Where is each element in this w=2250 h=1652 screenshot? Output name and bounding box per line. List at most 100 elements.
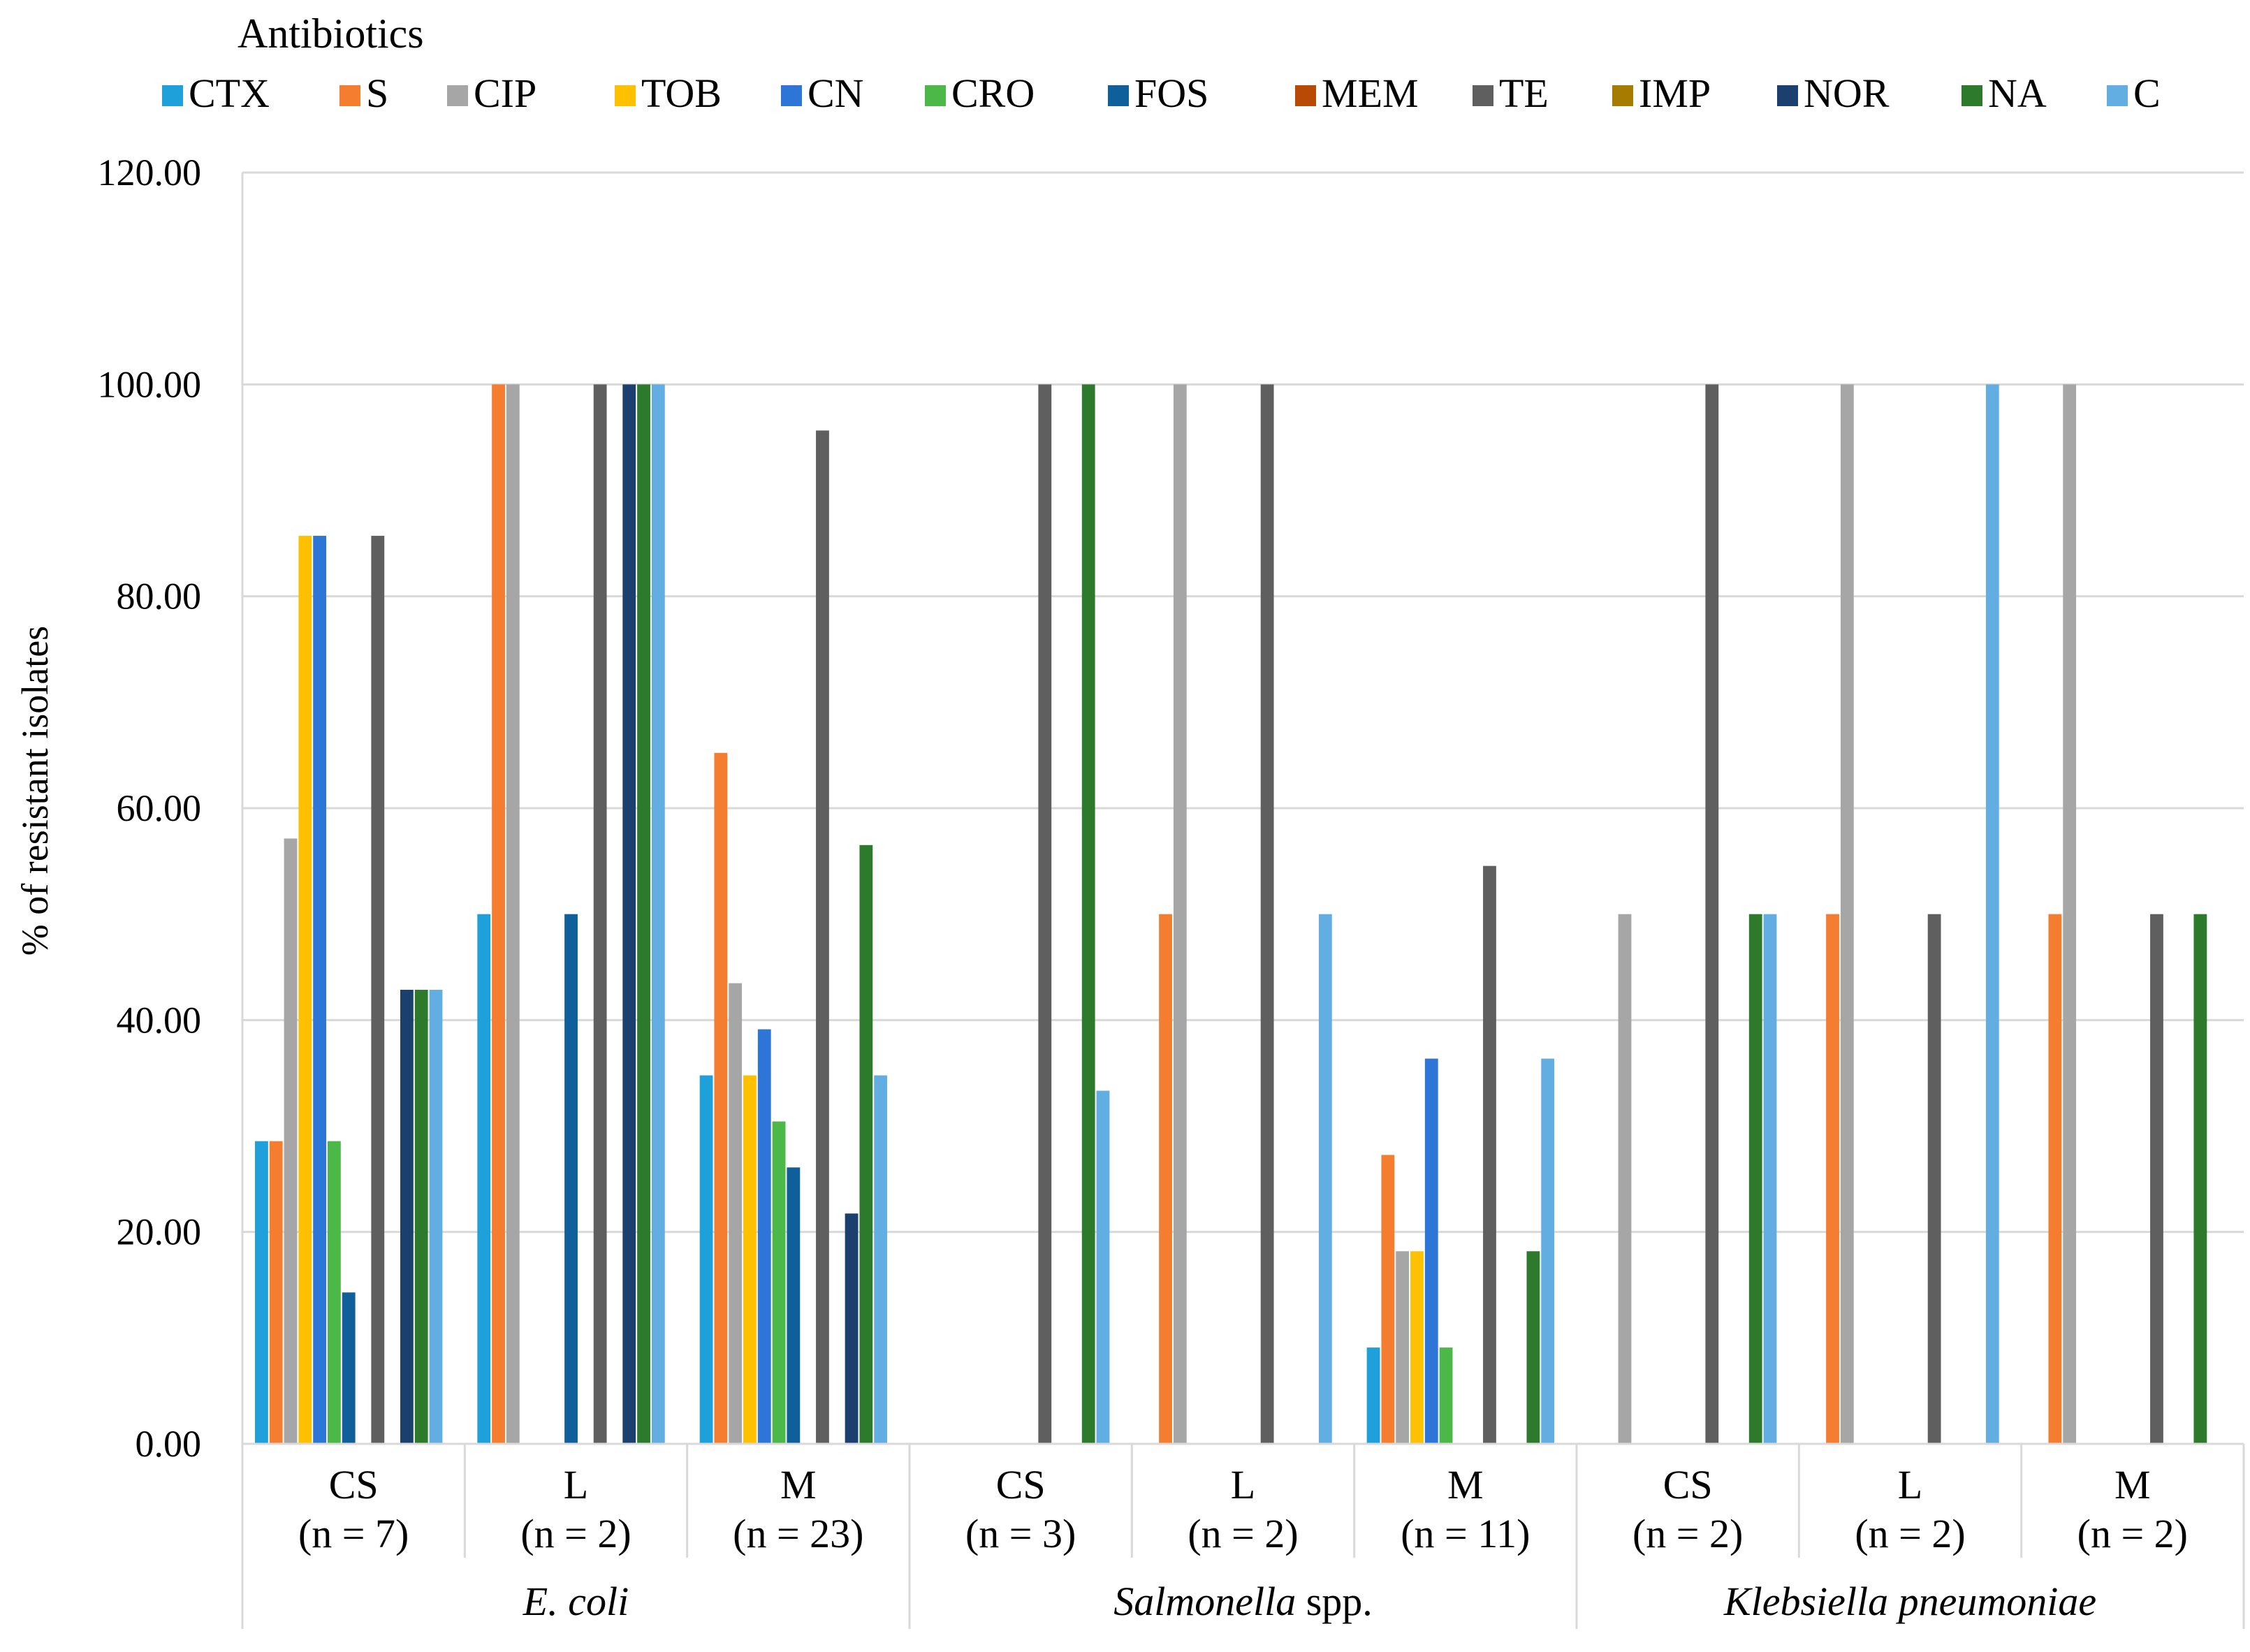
bar-c: [874, 1075, 888, 1444]
category-n-label: (n = 2): [1632, 1511, 1743, 1556]
legend-swatch: [339, 85, 360, 106]
legend-label: NA: [1988, 71, 2047, 116]
legend-item-imp: IMP: [1612, 71, 1711, 116]
bar-cro: [328, 1141, 341, 1444]
gridlines: [242, 171, 2244, 1234]
bar-cn: [1424, 1058, 1438, 1444]
bar-na: [1526, 1251, 1540, 1444]
bar-cn: [313, 536, 326, 1445]
bar-s: [1159, 914, 1172, 1444]
bar-tob: [298, 536, 312, 1445]
bar-s: [1826, 914, 1839, 1444]
bar-c: [1763, 914, 1777, 1444]
x-axis: CS(n = 7)L(n = 2)M(n = 23)CS(n = 3)L(n =…: [241, 173, 2245, 1629]
category-label: L: [1231, 1462, 1255, 1507]
bar-c: [651, 384, 665, 1445]
category-n-label: (n = 2): [1855, 1511, 1965, 1556]
legend-item-cip: CIP: [447, 71, 536, 116]
legend-item-fos: FOS: [1108, 71, 1208, 116]
legend-swatch: [1295, 85, 1316, 106]
y-tick-label: 20.00: [117, 1211, 202, 1253]
legend-swatch: [162, 85, 183, 106]
bar-cip: [1618, 914, 1632, 1444]
bar-fos: [564, 914, 578, 1444]
legend: CTX S CIP TOB CN CRO FOS MEM TE IMP NOR NA C: [162, 71, 2161, 116]
legend-swatch: [447, 85, 468, 106]
bar-na: [1081, 384, 1095, 1445]
category-n-label: (n = 2): [2077, 1511, 2188, 1556]
y-tick-label: 100.00: [98, 363, 202, 405]
bar-c: [1541, 1058, 1555, 1444]
category-label: CS: [996, 1462, 1046, 1507]
bar-te: [1260, 384, 1274, 1445]
legend-item-nor: NOR: [1777, 71, 1890, 116]
category-label: M: [1447, 1462, 1484, 1507]
bar-te: [1483, 865, 1496, 1444]
bar-s: [2048, 914, 2062, 1444]
legend-label: CN: [808, 71, 864, 116]
bar-te: [593, 384, 607, 1445]
bar-s: [1381, 1155, 1395, 1444]
bars: [255, 384, 2207, 1445]
bar-te: [1705, 384, 1719, 1445]
bar-te: [1927, 914, 1941, 1444]
legend-item-mem: MEM: [1295, 71, 1419, 116]
y-tick-label: 60.00: [117, 787, 202, 829]
bar-te: [2150, 914, 2163, 1444]
y-tick-label: 40.00: [117, 999, 202, 1041]
bar-na: [1748, 914, 1762, 1444]
bar-cn: [757, 1029, 771, 1444]
bar-c: [1985, 384, 1999, 1445]
bar-fos: [342, 1292, 356, 1444]
legend-swatch: [2107, 85, 2128, 106]
legend-item-c: C: [2107, 71, 2161, 116]
bar-na: [637, 384, 650, 1445]
bar-tob: [1410, 1251, 1424, 1444]
legend-item-s: S: [339, 71, 388, 116]
bar-cip: [1173, 384, 1187, 1445]
bar-s: [492, 384, 505, 1445]
legend-item-te: TE: [1473, 71, 1549, 116]
legend-swatch: [615, 85, 636, 106]
category-label: L: [1898, 1462, 1922, 1507]
bar-te: [816, 430, 829, 1444]
legend-label: C: [2133, 71, 2161, 116]
legend-item-ctx: CTX: [162, 71, 270, 116]
bar-cro: [1439, 1347, 1453, 1444]
group-label: E. coli: [523, 1579, 629, 1624]
legend-label: IMP: [1639, 71, 1711, 116]
legend-swatch: [1612, 85, 1633, 106]
bar-cip: [1396, 1251, 1410, 1444]
bar-fos: [787, 1167, 801, 1444]
category-label: CS: [329, 1462, 379, 1507]
category-n-label: (n = 2): [1188, 1511, 1298, 1556]
bar-ctx: [699, 1075, 713, 1444]
legend-label: FOS: [1134, 71, 1208, 116]
category-label: M: [2114, 1462, 2151, 1507]
bar-cip: [506, 384, 520, 1445]
bar-ctx: [1366, 1347, 1380, 1444]
bar-cip: [1840, 384, 1854, 1445]
legend-swatch: [1108, 85, 1129, 106]
legend-item-cro: CRO: [925, 71, 1035, 116]
legend-label: NOR: [1804, 71, 1890, 116]
y-axis-label: % of resistant isolates: [14, 626, 56, 956]
bar-nor: [845, 1213, 859, 1444]
y-tick-label: 120.00: [98, 152, 202, 193]
bar-s: [714, 752, 728, 1444]
legend-title: Antibiotics: [238, 10, 424, 57]
legend-item-cn: CN: [781, 71, 864, 116]
category-n-label: (n = 2): [520, 1511, 631, 1556]
bar-ctx: [477, 914, 491, 1444]
bar-c: [429, 989, 443, 1444]
legend-label: CTX: [189, 71, 270, 116]
bar-na: [414, 989, 428, 1444]
category-label: L: [564, 1462, 588, 1507]
bar-te: [1038, 384, 1052, 1445]
bar-c: [1096, 1090, 1110, 1444]
y-tick-label: 0.00: [136, 1423, 202, 1465]
legend-item-tob: TOB: [615, 71, 722, 116]
legend-label: TOB: [641, 71, 722, 116]
bar-nor: [400, 989, 414, 1444]
category-n-label: (n = 11): [1401, 1511, 1530, 1556]
